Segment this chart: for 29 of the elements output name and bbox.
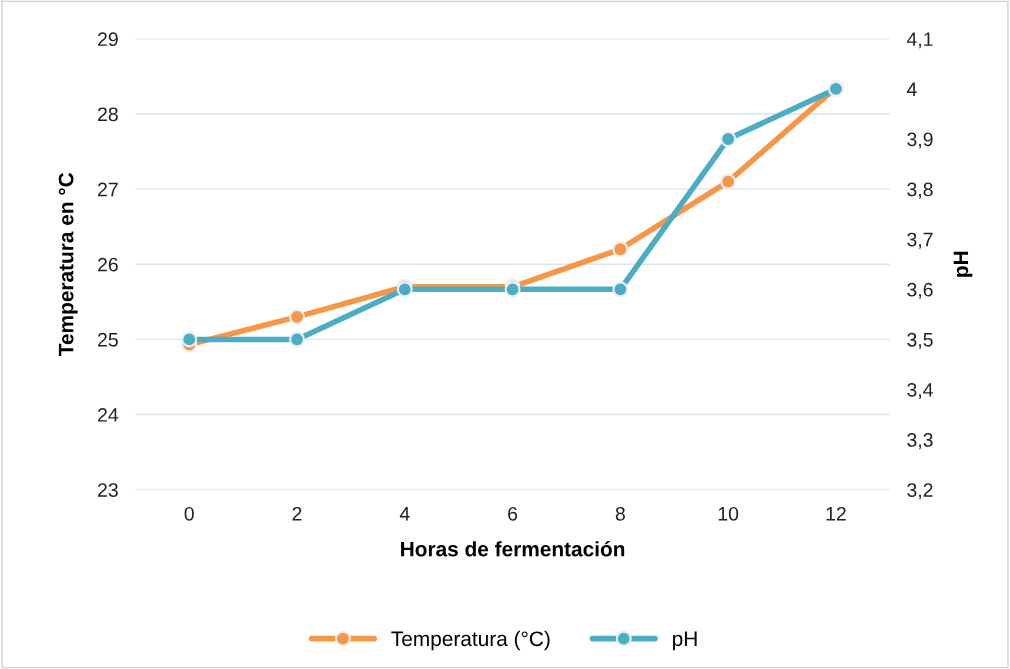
x-tick-label: 0 — [184, 506, 194, 521]
legend-label: pH — [673, 631, 697, 651]
x-tick-label: 4 — [399, 507, 410, 521]
y-tick-label: 26 — [98, 257, 118, 272]
legend-label: Temperatura (°C) — [391, 630, 550, 651]
y-tick-label: 27 — [98, 182, 118, 197]
y-tick-label: 24 — [98, 408, 119, 422]
x-tick-label: 2 — [292, 506, 302, 521]
y2-tick-label: 3,9 — [907, 132, 933, 149]
y-tick-label: 29 — [98, 32, 118, 47]
y2-tick-label: 4,1 — [906, 32, 933, 49]
y2-tick-label: 3,3 — [907, 433, 933, 450]
y-tick-label: 25 — [98, 332, 118, 347]
y-tick-label: 23 — [98, 483, 118, 497]
x-tick-label: 8 — [615, 506, 625, 521]
x-axis-title: Horas de fermentación — [401, 540, 625, 557]
y2-axis-title: pH — [953, 251, 973, 277]
x-tick-label: 10 — [718, 506, 739, 521]
y2-tick-label: 3,8 — [907, 182, 933, 199]
y2-tick-label: 3,6 — [907, 282, 933, 299]
y2-tick-label: 3,7 — [907, 232, 933, 249]
y2-tick-label: 3,4 — [907, 382, 933, 400]
y2-tick-label: 4 — [906, 82, 917, 96]
x-tick-label: 6 — [508, 506, 518, 521]
y-axis-title: Temperatura en °C — [58, 172, 78, 356]
x-tick-label: 12 — [826, 506, 846, 521]
y2-tick-label: 3,2 — [907, 483, 933, 500]
y2-tick-label: 3,5 — [907, 332, 933, 349]
y-tick-label: 28 — [98, 107, 118, 122]
